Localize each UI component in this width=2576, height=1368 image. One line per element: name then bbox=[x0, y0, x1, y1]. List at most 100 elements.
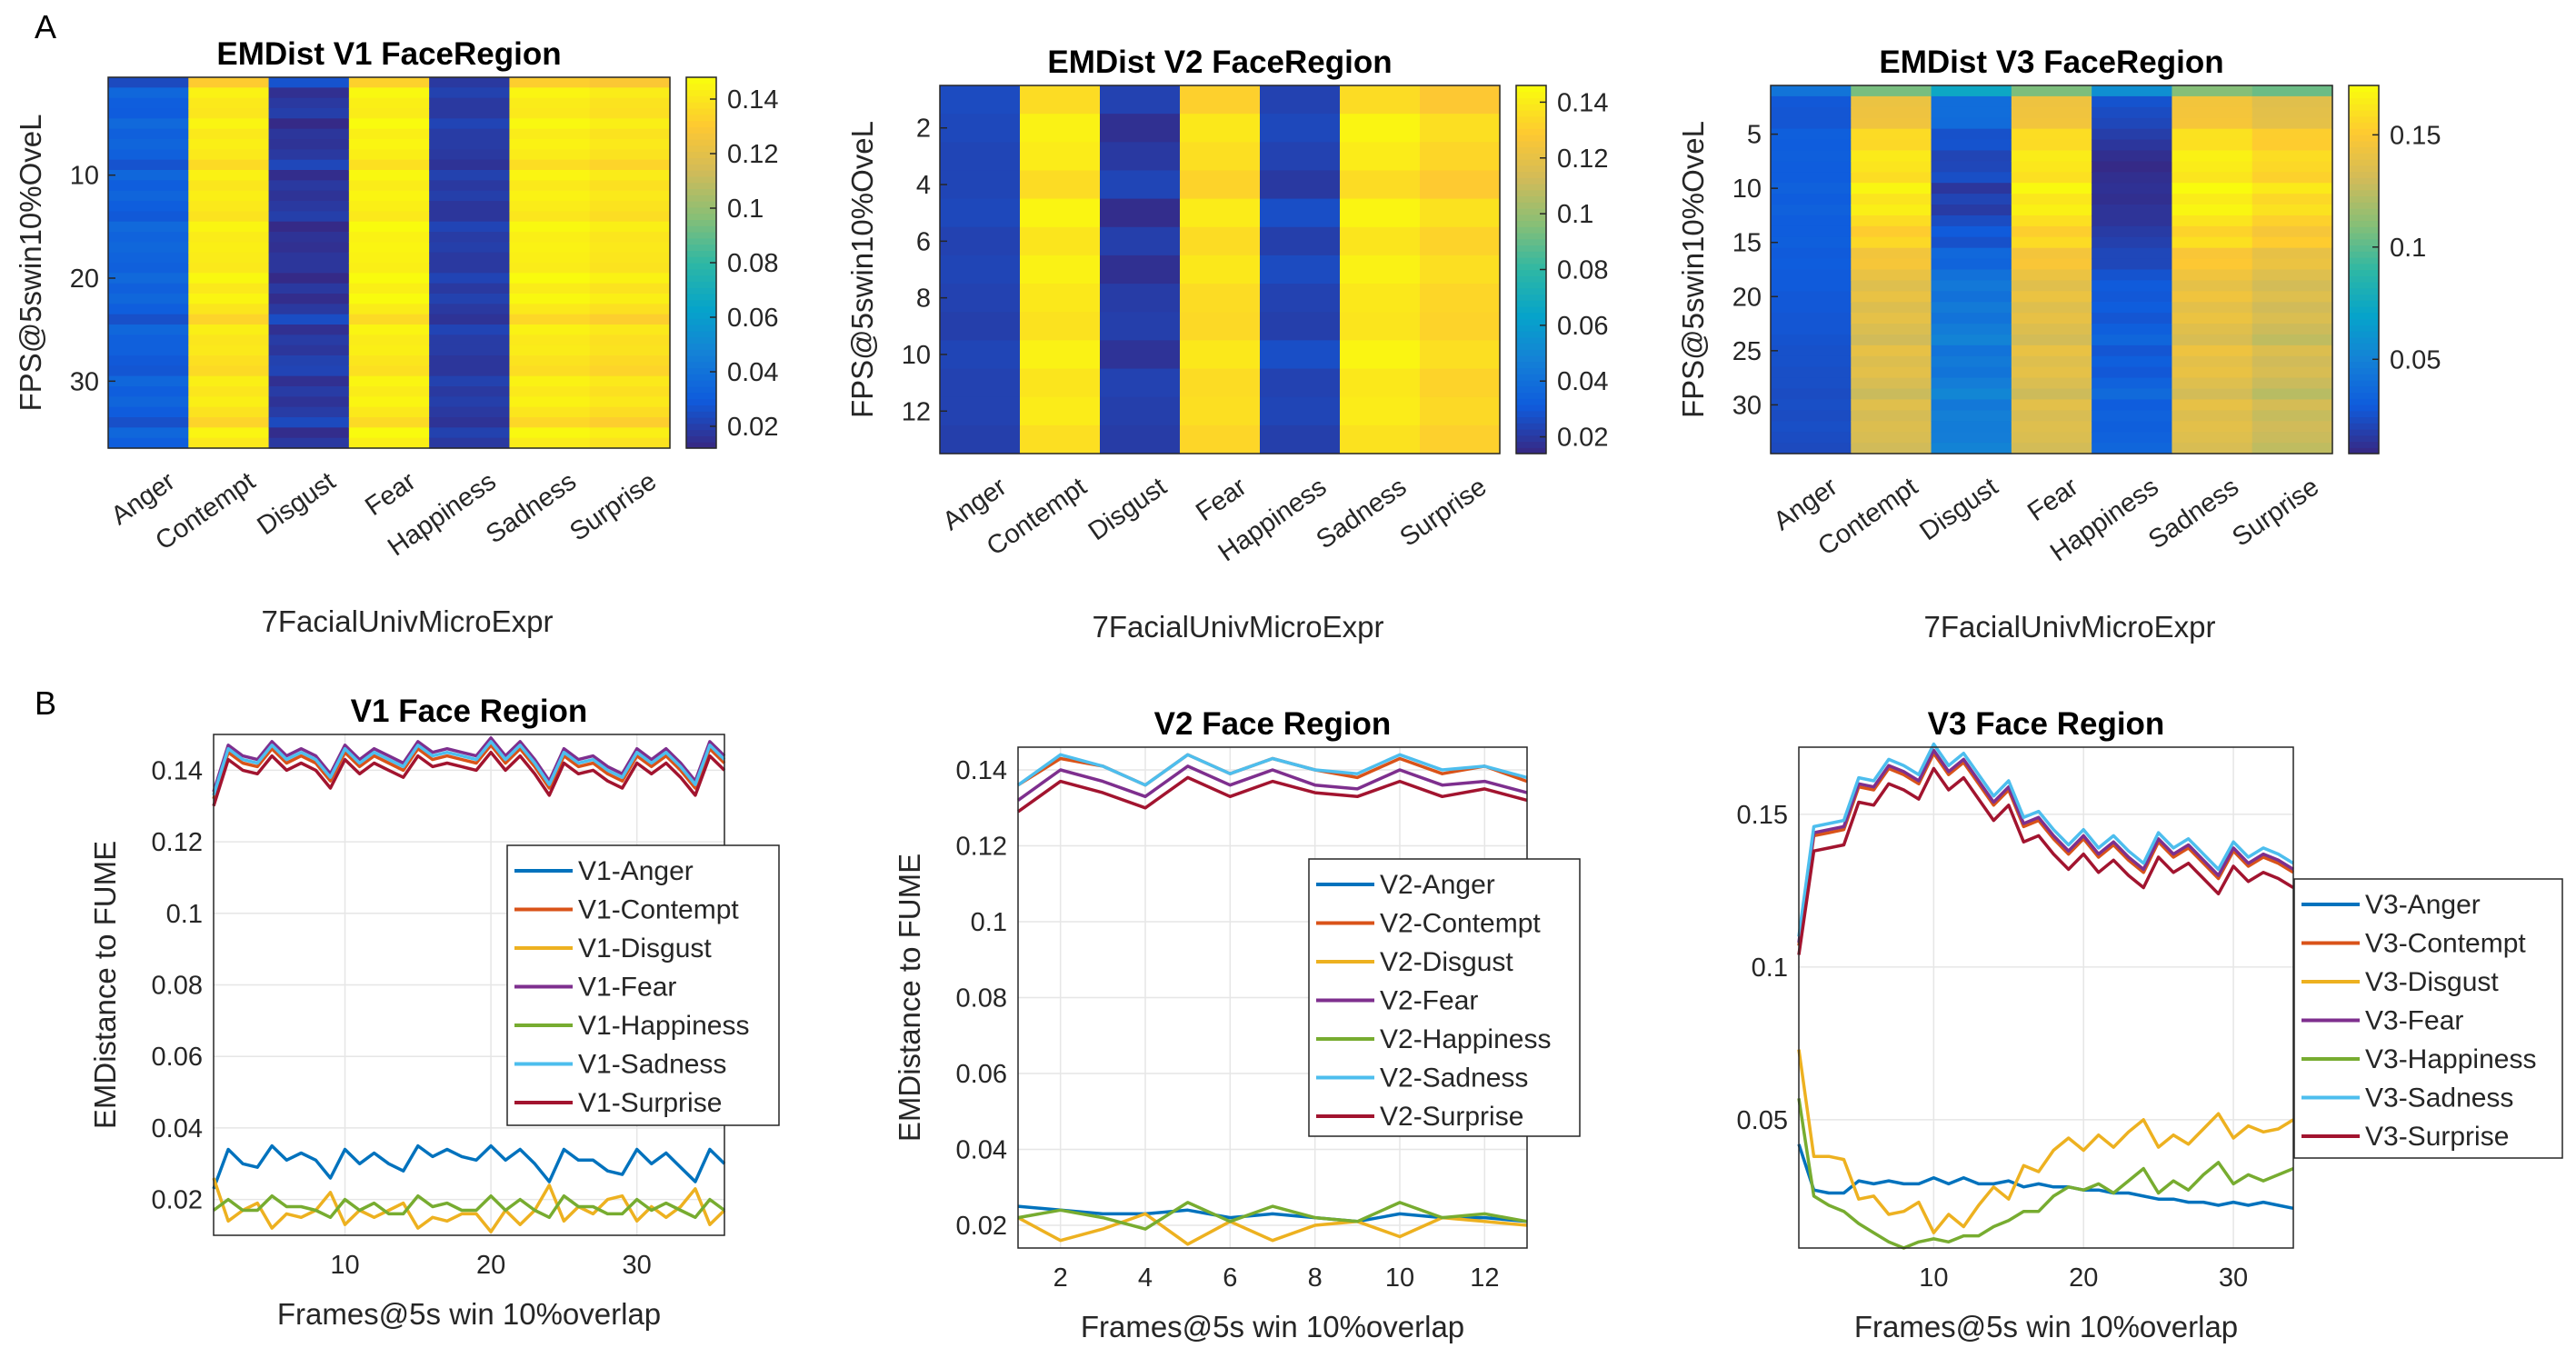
colorbar-segment bbox=[2349, 97, 2379, 105]
heatmap-cell bbox=[429, 180, 511, 192]
heatmap-cell bbox=[2172, 399, 2253, 411]
heatmap-cell bbox=[268, 396, 350, 408]
colorbar-segment bbox=[1516, 184, 1546, 191]
heatmap-cell bbox=[429, 437, 511, 449]
colorbar-segment bbox=[1516, 349, 1546, 356]
heatmap-cell bbox=[429, 396, 511, 408]
heatmap-cell bbox=[1100, 424, 1181, 454]
x-axis-label: 7FacialUnivMicroExpr bbox=[262, 604, 554, 638]
heatmap-cell bbox=[2092, 313, 2173, 325]
legend-label: V3-Sadness bbox=[2365, 1083, 2513, 1113]
colorbar-segment bbox=[1516, 367, 1546, 374]
colorbar-segment bbox=[2349, 153, 2379, 160]
legend-label: V2-Surprise bbox=[1380, 1102, 1523, 1132]
heatmap-cell bbox=[2172, 128, 2253, 141]
colorbar-segment bbox=[1516, 269, 1546, 276]
heatmap-cell bbox=[348, 201, 430, 212]
heatmap-cell bbox=[429, 325, 511, 335]
heatmap-cell bbox=[2092, 291, 2173, 303]
heatmap-cell bbox=[509, 335, 591, 346]
heatmap-cell bbox=[509, 211, 591, 223]
legend-label: V1-Contempt bbox=[578, 895, 739, 925]
heatmap-cell bbox=[2092, 247, 2173, 260]
heatmap-cell bbox=[268, 242, 350, 254]
heatmap-cell bbox=[188, 139, 270, 150]
heatmap-cell bbox=[1931, 225, 2012, 238]
heatmap-cell bbox=[429, 128, 511, 140]
colorbar-segment bbox=[2349, 300, 2379, 307]
heatmap-cell bbox=[2011, 410, 2092, 422]
heatmap-cell bbox=[1931, 150, 2012, 162]
colorbar-segment bbox=[686, 312, 716, 319]
series-line-disgust bbox=[212, 1177, 726, 1233]
heatmap-cell bbox=[1851, 344, 1932, 357]
y-tick-label: 0.06 bbox=[956, 1060, 1007, 1089]
heatmap-cell bbox=[509, 128, 591, 140]
colorbar-tick-label: 0.12 bbox=[727, 140, 778, 169]
colorbar-segment bbox=[2349, 447, 2379, 454]
heatmap-cell bbox=[2011, 366, 2092, 379]
heatmap-cell bbox=[1851, 258, 1932, 271]
heatmap-cell bbox=[509, 437, 591, 449]
heatmap-cell bbox=[188, 149, 270, 161]
heatmap-cell bbox=[589, 180, 671, 192]
heatmap-cell bbox=[1931, 269, 2012, 282]
colorbar-segment bbox=[1516, 294, 1546, 301]
heatmap-cell bbox=[589, 355, 671, 366]
heatmap-cell bbox=[2011, 324, 2092, 335]
heatmap-cell bbox=[348, 252, 430, 264]
heatmap-cell bbox=[268, 417, 350, 428]
y-tick-label: 0.1 bbox=[971, 908, 1007, 937]
heatmap-cell bbox=[348, 211, 430, 223]
series-line-disgust bbox=[1797, 1049, 2294, 1234]
heatmap-cell bbox=[1260, 340, 1341, 370]
heatmap-cell bbox=[1020, 340, 1101, 370]
heatmap-cell bbox=[2011, 106, 2092, 119]
x-axis-label: Frames@5s win 10%overlap bbox=[1081, 1310, 1464, 1343]
heatmap-cell bbox=[1931, 377, 2012, 390]
heatmap-cell bbox=[2172, 377, 2253, 390]
heatmap-cell bbox=[2252, 421, 2333, 433]
heatmap-cell bbox=[509, 417, 591, 428]
heatmap-cell bbox=[1260, 312, 1341, 341]
heatmap-cell bbox=[2092, 344, 2173, 357]
colorbar-tick-label: 0.04 bbox=[1557, 367, 1608, 396]
heatmap-cell bbox=[2252, 172, 2333, 184]
heatmap-cell bbox=[188, 417, 270, 428]
heatmap-cell bbox=[509, 201, 591, 212]
x-axis-label: 7FacialUnivMicroExpr bbox=[1924, 610, 2216, 644]
heatmap-cell bbox=[509, 242, 591, 254]
heatmap-cell bbox=[429, 263, 511, 274]
heatmap-cell bbox=[1931, 344, 2012, 357]
heatmap-cell bbox=[589, 283, 671, 295]
colorbar-segment bbox=[686, 102, 716, 109]
heatmap-cell bbox=[1851, 128, 1932, 141]
colorbar-segment bbox=[686, 336, 716, 344]
heatmap-cell bbox=[509, 118, 591, 130]
heatmap-cell bbox=[2092, 421, 2173, 433]
heatmap-cell bbox=[429, 201, 511, 212]
colorbar-segment bbox=[1516, 177, 1546, 185]
heatmap-cell bbox=[2092, 324, 2173, 335]
heatmap-cell bbox=[2011, 302, 2092, 314]
colorbar-segment bbox=[686, 294, 716, 301]
heatmap-cell bbox=[2011, 95, 2092, 108]
heatmap-cell bbox=[268, 97, 350, 109]
colorbar-segment bbox=[2349, 85, 2379, 93]
heatmap-cell bbox=[2011, 117, 2092, 130]
heatmap-cell bbox=[108, 128, 189, 140]
heatmap-cell bbox=[2092, 161, 2173, 173]
colorbar-segment bbox=[1516, 331, 1546, 338]
heatmap-cell bbox=[1771, 366, 1852, 379]
heatmap-cell bbox=[1771, 139, 1852, 152]
series-line-sadness bbox=[1016, 753, 1528, 787]
colorbar-segment bbox=[1516, 233, 1546, 240]
x-tick-label: 30 bbox=[623, 1251, 652, 1280]
heatmap-cell bbox=[2252, 410, 2333, 422]
colorbar-segment bbox=[2349, 263, 2379, 271]
x-tick-label: Sadness bbox=[481, 467, 582, 550]
colorbar-segment bbox=[2349, 122, 2379, 129]
colorbar-tick-label: 0.12 bbox=[1557, 145, 1608, 174]
heatmap-cell bbox=[348, 417, 430, 428]
heatmap-cell bbox=[268, 118, 350, 130]
